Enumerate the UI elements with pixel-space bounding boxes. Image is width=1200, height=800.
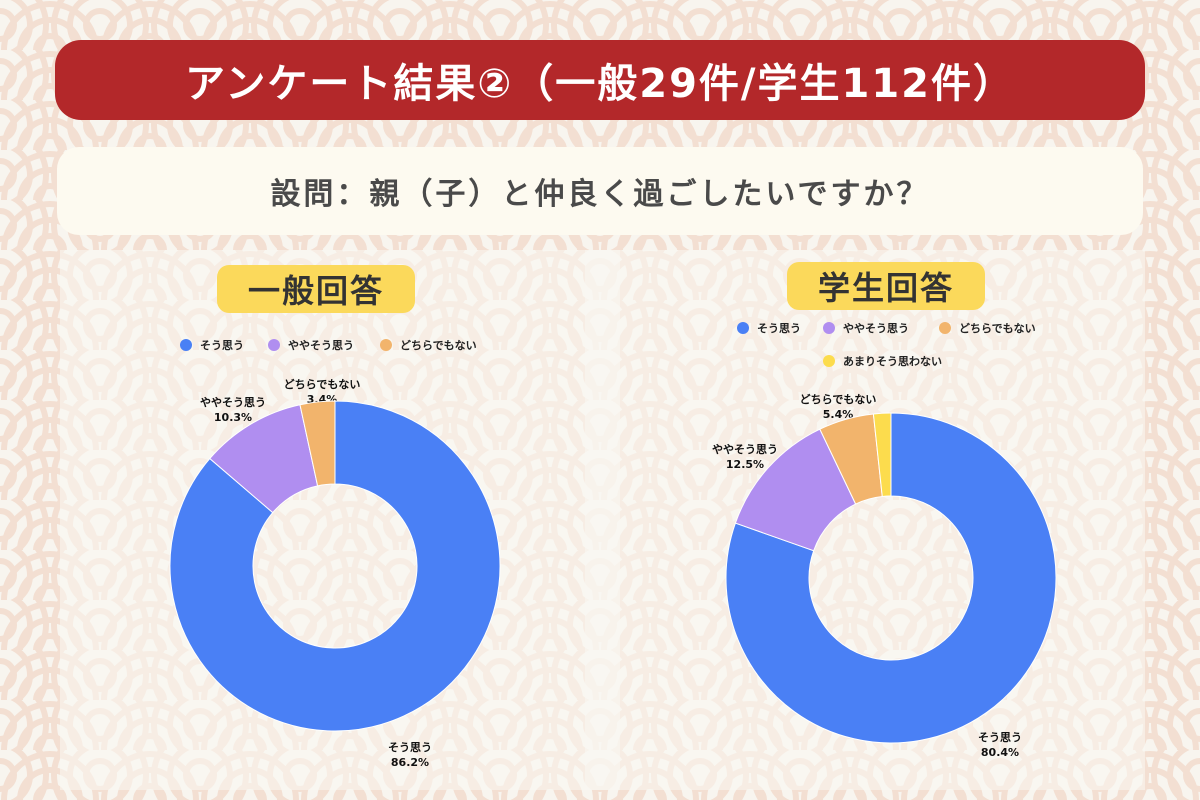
legend-dot-icon <box>939 322 951 334</box>
legend-dot-icon <box>380 339 392 351</box>
chart-title-general: 一般回答 <box>217 265 415 313</box>
legend-label: ややそう思う <box>288 339 354 352</box>
slice-percent: 86.2% <box>390 756 430 769</box>
legend-dot-icon <box>823 322 835 334</box>
legend-dot-icon <box>823 355 835 367</box>
slice-data-label: どちらでもない 5.4% <box>800 392 877 422</box>
donut-slice <box>872 412 892 498</box>
slice-category: どちらでもない <box>283 378 361 391</box>
question-text: 設問：親（子）と仲良く過ごしたいですか？ <box>57 147 1143 235</box>
legend-item[interactable]: ややそう思う <box>268 337 354 353</box>
slice-category: そう思う <box>388 741 432 754</box>
legend-item[interactable]: あまりそう思わない <box>823 353 942 369</box>
slice-data-label: そう思う 86.2% <box>388 740 432 770</box>
slice-category: ややそう思う <box>200 396 266 409</box>
legend-dot-icon <box>737 322 749 334</box>
slice-category: ややそう思う <box>712 443 778 456</box>
legend-label: そう思う <box>200 339 244 352</box>
legend-item[interactable]: どちらでもない <box>939 320 1036 336</box>
slice-data-label: ややそう思う 10.3% <box>200 395 266 425</box>
legend-item[interactable]: どちらでもない <box>380 337 477 353</box>
legend-item[interactable]: そう思う <box>180 337 244 353</box>
legend-label: ややそう思う <box>843 322 909 335</box>
slice-percent: 12.5% <box>725 458 765 471</box>
donut-slice <box>169 400 501 732</box>
donut-slice <box>299 400 336 487</box>
legend-label: どちらでもない <box>959 322 1036 335</box>
legend-dot-icon <box>180 339 192 351</box>
legend-label: そう思う <box>757 322 801 335</box>
legend-label: あまりそう思わない <box>843 355 942 368</box>
legend-item[interactable]: そう思う <box>737 320 801 336</box>
slice-percent: 10.3% <box>213 411 253 424</box>
legend-item[interactable]: ややそう思う <box>823 320 909 336</box>
legend-label: どちらでもない <box>400 339 477 352</box>
donut-slice <box>725 412 1057 744</box>
slice-percent: 5.4% <box>822 408 854 421</box>
page-title: アンケート結果②（一般29件/学生112件） <box>55 40 1145 120</box>
slice-data-label: そう思う 80.4% <box>978 730 1022 760</box>
slice-category: どちらでもない <box>799 393 877 406</box>
slice-percent: 80.4% <box>980 746 1020 759</box>
chart-title-student: 学生回答 <box>787 262 985 310</box>
slice-data-label: ややそう思う 12.5% <box>712 442 778 472</box>
slice-category: そう思う <box>978 731 1022 744</box>
legend-dot-icon <box>268 339 280 351</box>
